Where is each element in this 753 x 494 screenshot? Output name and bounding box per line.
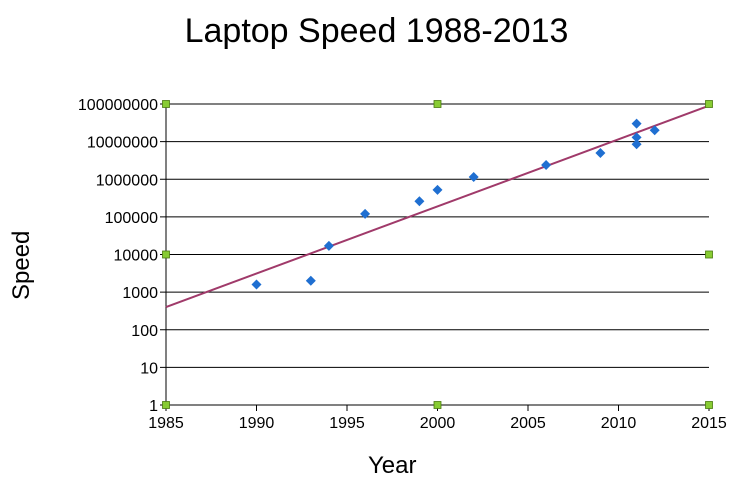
data-points	[251, 118, 660, 290]
data-point	[468, 171, 479, 182]
corner-marker	[705, 250, 713, 259]
data-point	[631, 132, 642, 143]
data-point	[631, 118, 642, 129]
data-point	[360, 208, 371, 219]
y-tick-label: 100	[131, 323, 158, 340]
data-point	[649, 125, 660, 136]
data-point	[323, 240, 334, 251]
x-tick-label: 1985	[148, 415, 184, 432]
y-tick-label: 100000000	[78, 97, 158, 114]
x-tick-label: 2005	[510, 415, 546, 432]
corner-marker	[433, 100, 442, 108]
gridlines	[166, 103, 709, 406]
corner-marker	[705, 401, 713, 409]
trend-line	[165, 104, 710, 309]
x-tick-label: 2000	[420, 415, 456, 432]
data-point	[305, 275, 316, 286]
x-tick-label: 1995	[329, 415, 365, 432]
data-point	[595, 147, 606, 158]
tick-labels: 1 10 100 1000 10000 100000 1000000 10000000 1000…	[78, 97, 727, 432]
x-axis-label: Year	[368, 452, 417, 479]
y-tick-label: 10000000	[87, 135, 158, 152]
y-tick-label: 100000	[105, 210, 158, 227]
y-tick-label: 1	[149, 398, 158, 415]
corner-marker	[162, 250, 170, 259]
data-point	[432, 184, 443, 195]
corner-marker	[162, 401, 170, 409]
x-tick-label: 2010	[601, 415, 637, 432]
data-point	[631, 139, 642, 150]
trend-line-segment	[165, 104, 710, 309]
corner-marker	[705, 100, 713, 108]
y-axis-label: Speed	[8, 230, 35, 300]
corner-marker	[162, 100, 170, 108]
data-point	[251, 279, 262, 290]
y-tick-label: 1000000	[96, 172, 158, 189]
y-tick-label: 1000	[122, 285, 158, 302]
y-tick-label: 10	[140, 360, 158, 377]
corner-marker	[433, 401, 442, 409]
chart-title: Laptop Speed 1988-2013	[184, 12, 569, 50]
x-tick-label: 2015	[691, 415, 727, 432]
data-point	[541, 159, 552, 170]
data-point	[414, 196, 425, 207]
corner-markers	[162, 100, 713, 409]
y-tick-label: 10000	[114, 248, 159, 265]
x-tick-label: 1990	[239, 415, 275, 432]
axes	[160, 103, 710, 411]
